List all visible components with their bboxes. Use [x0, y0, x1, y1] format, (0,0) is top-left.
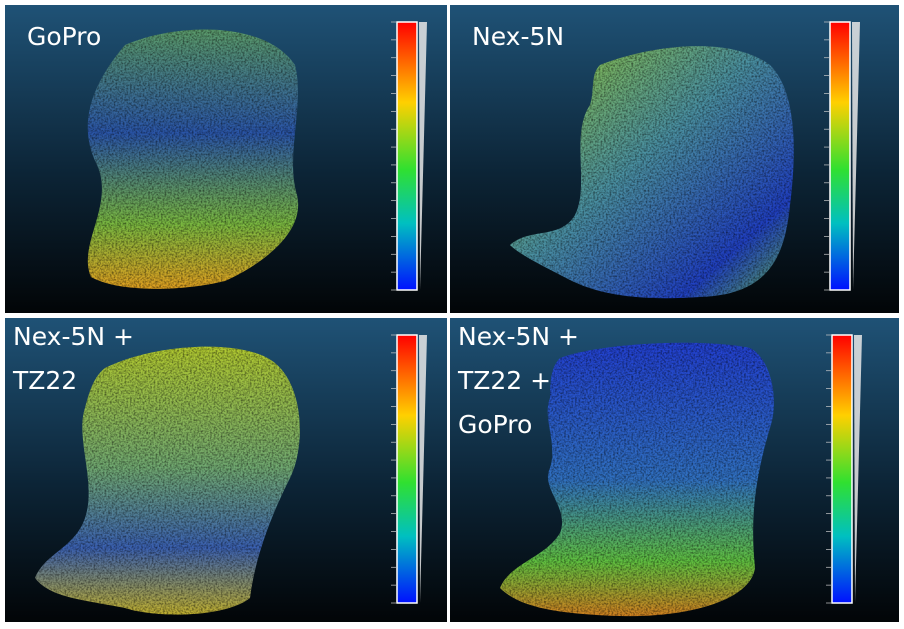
panel-label: Nex-5N	[472, 22, 564, 51]
panel-label: Nex-5N +	[13, 322, 134, 351]
panel: Nex-5N + TZ22 + GoPro	[450, 318, 899, 622]
panel-label: TZ22 +	[457, 366, 551, 395]
panel-label: TZ22	[12, 366, 77, 395]
panel: GoPro	[5, 5, 447, 313]
panel: Nex-5N + TZ22	[5, 318, 447, 622]
panel: Nex-5N	[450, 5, 899, 313]
panel-label: GoPro	[27, 22, 101, 51]
color-scale	[397, 335, 417, 603]
panel-label: GoPro	[458, 410, 532, 439]
color-scale	[397, 22, 417, 290]
panel-label: Nex-5N +	[458, 322, 579, 351]
color-scale	[832, 335, 852, 603]
figure: GoPro Nex-5N Nex-5N + TZ22 Nex-5N + TZ22 + GoP…	[0, 0, 904, 629]
color-scale	[830, 22, 850, 290]
